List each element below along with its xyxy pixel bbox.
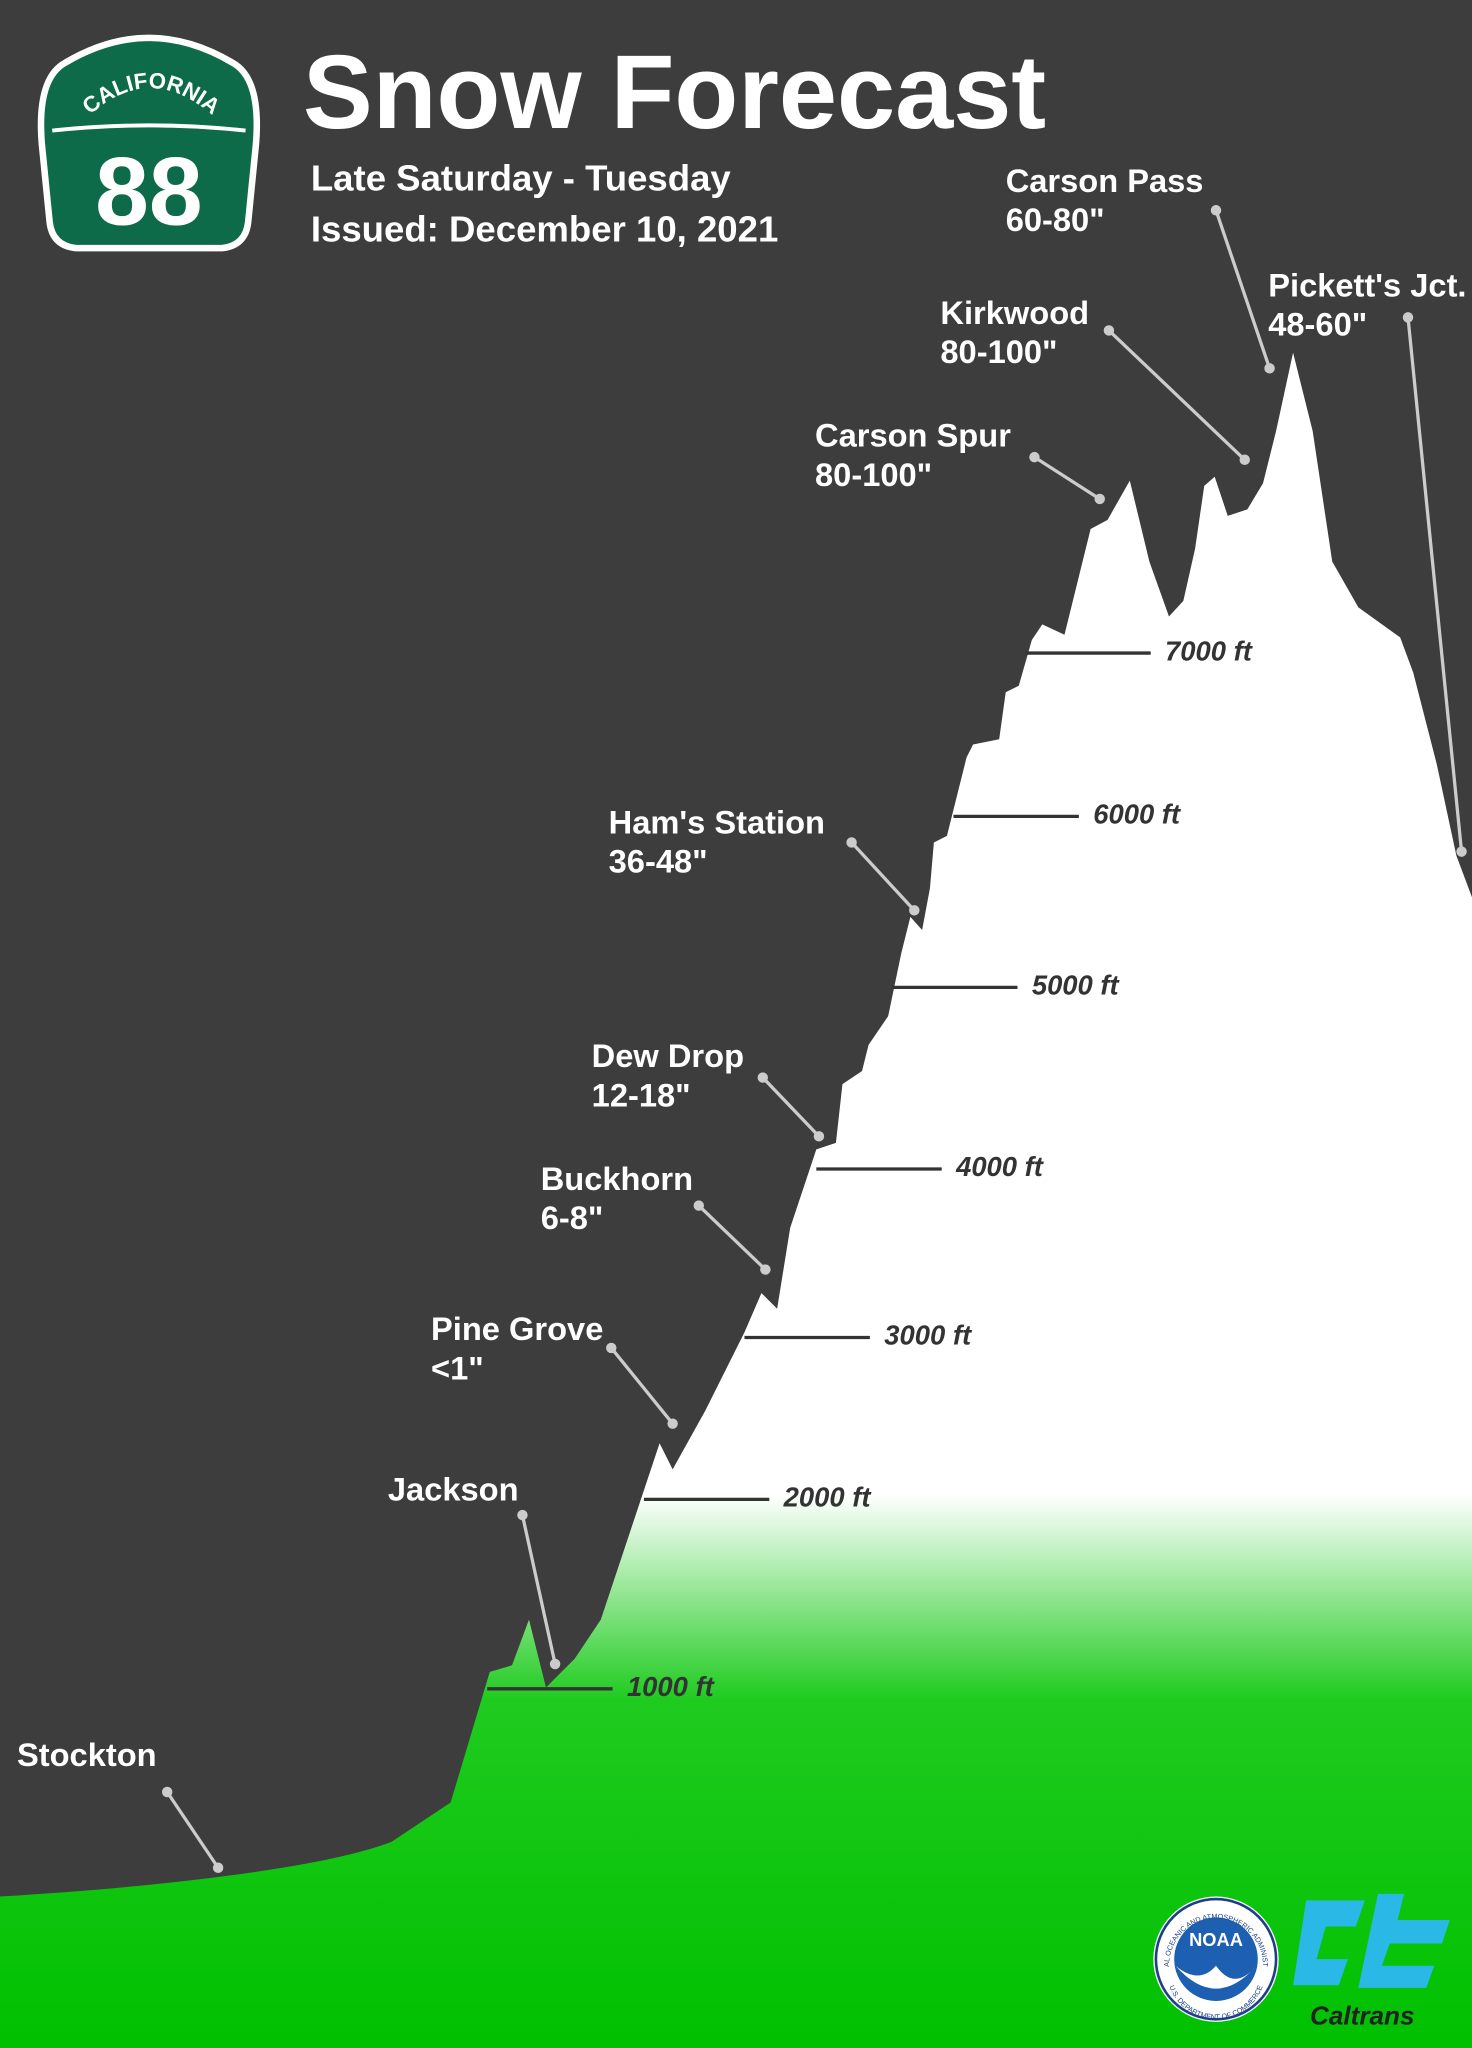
leader-line [1214,209,1272,369]
leader-line [697,1204,767,1271]
snow-amount: <1" [431,1349,484,1386]
leader-line [165,1791,220,1869]
subtitle: Late Saturday - Tuesday [311,158,732,199]
shield-route: 88 [95,139,203,246]
leader-dot [1094,493,1105,505]
caltrans-c [1293,1900,1365,1986]
leader-dot [813,1131,825,1142]
elevation-label: 5000 ft [1032,970,1121,1001]
leader-line [1406,317,1464,852]
mountain-profile [0,352,1472,2048]
leader-dot [517,1509,528,1521]
snow-amount: 80-100" [815,456,932,493]
caltrans-t [1358,1893,1450,1988]
location-name: Kirkwood [940,294,1089,331]
leader-dot [212,1862,224,1873]
elevation-label: 2000 ft [783,1482,873,1513]
leader-dot [606,1342,617,1354]
location-name: Stockton [17,1736,157,1773]
location-name: Pickett's Jct. [1268,266,1466,303]
shield-divider [52,123,246,133]
location-name: Pine Grove [431,1310,603,1347]
location-name: Carson Spur [815,417,1011,454]
leader-dot [760,1264,771,1275]
leader-line [761,1076,821,1138]
noaa-bird [1175,1965,1257,1989]
leader-line [1033,455,1101,501]
snow-amount: 60-80" [1006,201,1105,238]
location-name: Ham's Station [609,803,825,840]
snow-amount: 48-60" [1268,306,1367,343]
elevation-label: 3000 ft [884,1320,973,1351]
leader-dot [1264,363,1275,374]
location-name: Buckhorn [541,1160,693,1197]
leader-line [850,841,916,912]
leader-dot [1456,846,1467,857]
leader-dot [693,1200,704,1211]
leader-line [1107,329,1246,461]
leader-line [609,1346,674,1425]
snow-amount: 80-100" [940,333,1057,370]
issued-date: Issued: December 10, 2021 [311,209,778,250]
elevation-label: 4000 ft [955,1151,1045,1182]
elevation-label: 1000 ft [627,1671,716,1702]
noaa-ring-border [1154,1897,1278,2021]
caltrans-text: Caltrans [1310,2000,1414,2030]
leader-dot [161,1786,173,1798]
snow-amount: 6-8" [541,1199,604,1236]
leader-dot [1210,205,1222,216]
elevation-label: 7000 ft [1165,635,1254,666]
snow-amount: 36-48" [609,842,708,879]
leader-dot [667,1418,678,1429]
route-shield [37,34,260,252]
location-name: Dew Drop [592,1037,744,1074]
leader-dot [1029,451,1040,463]
leader-dot [1103,325,1115,336]
leader-dot [909,905,920,916]
leader-line [520,1514,557,1665]
leader-dot [549,1658,561,1670]
leader-dot [1239,454,1250,465]
leader-dot [757,1072,768,1083]
leader-dot [1402,312,1414,323]
elevation-label: 6000 ft [1093,799,1182,830]
location-name: Jackson [388,1471,519,1508]
snow-amount: 12-18" [592,1076,691,1113]
title: Snow Forecast [303,34,1046,151]
noaa-text: NOAA [1189,1929,1243,1950]
leader-dot [846,837,857,848]
location-name: Carson Pass [1006,162,1204,199]
